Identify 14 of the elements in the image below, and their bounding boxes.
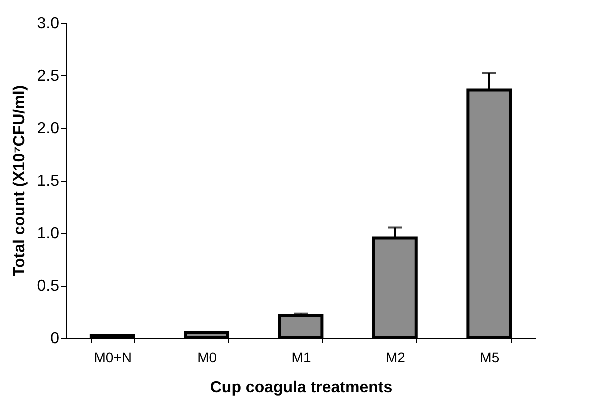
y-tick-label: 1.5 xyxy=(37,173,60,190)
x-tick-label: M0 xyxy=(198,350,218,366)
y-tick-label: 0.5 xyxy=(37,278,60,295)
y-tick-label: 3.0 xyxy=(37,16,60,32)
y-tick-label: 1.0 xyxy=(37,226,60,242)
x-axis-title: Cup coagula treatments xyxy=(210,380,393,396)
y-tick-label: 2.5 xyxy=(37,68,60,85)
y-tick-label: 0 xyxy=(50,330,60,348)
x-tick-label: M5 xyxy=(480,350,500,366)
y-axis-title: Total count (X10⁷CFU/ml) xyxy=(11,85,28,277)
x-tick-label: M2 xyxy=(386,350,406,366)
y-tick-label: 2.0 xyxy=(37,120,60,138)
x-tick-label: M1 xyxy=(292,350,312,366)
x-tick-label: M0+N xyxy=(94,350,132,366)
